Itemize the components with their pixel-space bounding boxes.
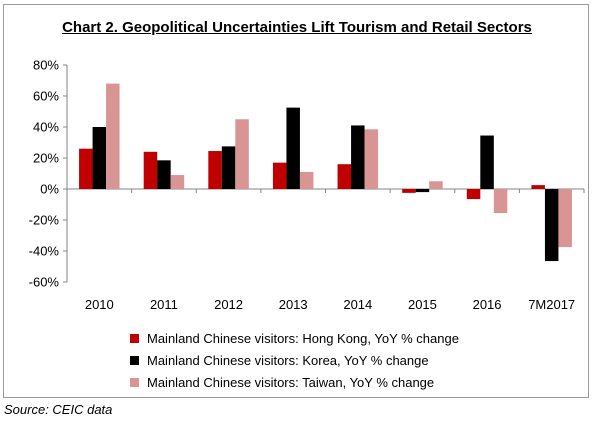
- legend-item-taiwan: Mainland Chinese visitors: Taiwan, YoY %…: [130, 371, 459, 393]
- y-tick-label: -40%: [29, 244, 60, 259]
- bar-hong-kong: [143, 151, 158, 189]
- chart-frame: Chart 2. Geopolitical Uncertainties Lift…: [3, 4, 589, 398]
- source-note: Source: CEIC data: [4, 402, 113, 417]
- bar-hong-kong: [337, 164, 352, 189]
- bar-korea: [480, 135, 494, 189]
- bar-taiwan: [558, 189, 572, 248]
- bar-taiwan: [170, 175, 185, 189]
- legend: Mainland Chinese visitors: Hong Kong, Yo…: [130, 327, 459, 393]
- y-tick-label: 20%: [33, 151, 59, 166]
- bars: [79, 83, 572, 262]
- bar-hong-kong: [208, 151, 222, 189]
- bar-taiwan: [364, 129, 379, 189]
- legend-swatch-hong-kong: [130, 333, 139, 343]
- x-tick-label: 2015: [408, 297, 437, 312]
- chart-title: Chart 2. Geopolitical Uncertainties Lift…: [62, 19, 532, 36]
- legend-item-korea: Mainland Chinese visitors: Korea, YoY % …: [130, 349, 459, 371]
- axes: [63, 64, 585, 283]
- legend-label-hong-kong: Mainland Chinese visitors: Hong Kong, Yo…: [147, 330, 459, 346]
- x-tick-label: 2010: [85, 297, 114, 312]
- y-tick-label: 80%: [33, 58, 59, 73]
- x-tick-label: 2014: [343, 297, 372, 312]
- bar-taiwan: [235, 119, 249, 189]
- bar-taiwan: [106, 83, 120, 189]
- x-tick-label: 7M2017: [528, 297, 575, 312]
- legend-label-taiwan: Mainland Chinese visitors: Taiwan, YoY %…: [147, 374, 435, 390]
- bar-korea: [286, 107, 300, 189]
- bar-korea: [92, 127, 107, 189]
- y-tick-label: 40%: [33, 120, 59, 135]
- bar-hong-kong: [79, 148, 93, 189]
- y-tick-label: 0%: [40, 182, 59, 197]
- bar-korea: [351, 125, 365, 189]
- bar-hong-kong: [466, 189, 481, 200]
- bar-korea: [157, 160, 171, 189]
- bar-hong-kong: [272, 162, 287, 189]
- bar-hong-kong: [402, 189, 416, 193]
- legend-label-korea: Mainland Chinese visitors: Korea, YoY % …: [147, 352, 429, 368]
- bar-korea: [221, 146, 236, 189]
- bar-hong-kong: [531, 185, 545, 189]
- legend-item-hong-kong: Mainland Chinese visitors: Hong Kong, Yo…: [130, 327, 459, 349]
- bar-taiwan: [299, 171, 314, 189]
- bar-chart: 80% 60% 40% 20% 0% -20% -40% -60% 2010 2011 2012 20…: [29, 58, 585, 313]
- x-tick-label: 2016: [473, 297, 502, 312]
- bar-taiwan: [493, 189, 508, 214]
- y-tick-label: -20%: [29, 213, 60, 228]
- y-tick-label: -60%: [29, 275, 60, 290]
- tick-labels: 80% 60% 40% 20% 0% -20% -40% -60% 2010 2011 2012 20…: [29, 58, 576, 313]
- x-tick-label: 2011: [150, 297, 178, 312]
- bar-korea: [544, 189, 559, 262]
- y-tick-label: 60%: [33, 89, 59, 104]
- legend-swatch-korea: [130, 355, 139, 365]
- legend-swatch-taiwan: [130, 377, 139, 387]
- bar-korea: [415, 189, 430, 193]
- x-tick-label: 2012: [214, 297, 243, 312]
- x-tick-label: 2013: [279, 297, 308, 312]
- bar-taiwan: [429, 181, 443, 189]
